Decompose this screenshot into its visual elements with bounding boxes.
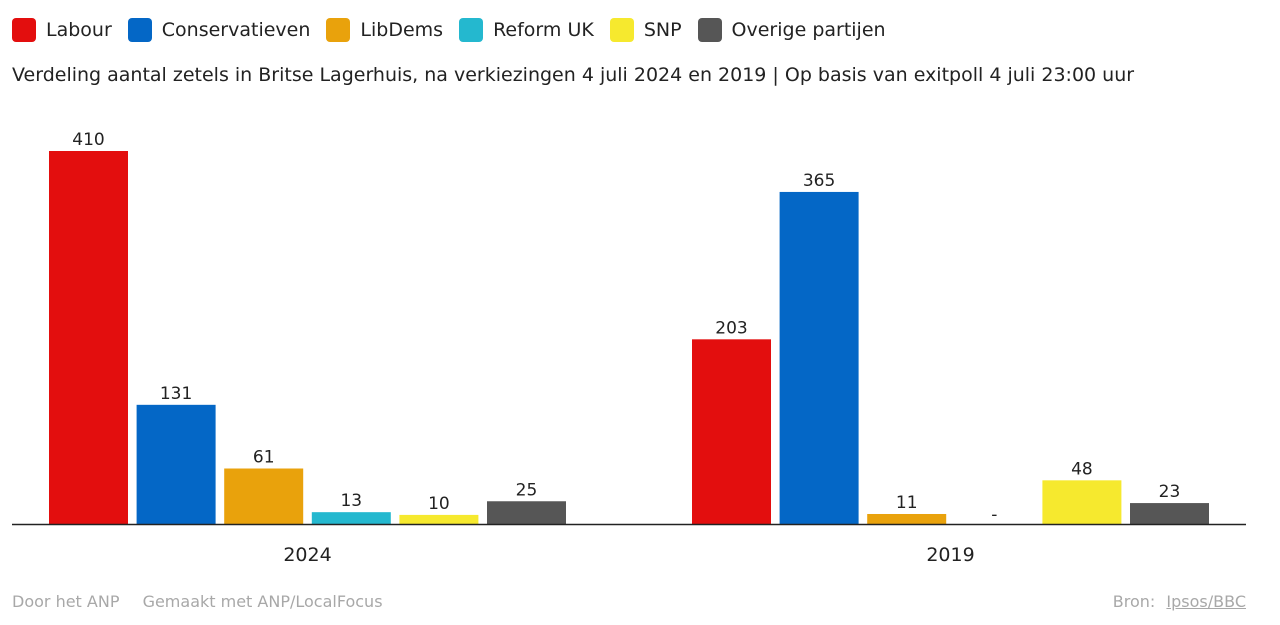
data-label-conservatieven-2024: 131: [160, 384, 192, 404]
footer-source-label: Bron:: [1112, 592, 1156, 611]
legend-label-snp: SNP: [643, 19, 682, 41]
data-label-reform-uk-2019: -: [991, 505, 997, 525]
footer-source: Bron: Ipsos/BBC: [1113, 592, 1246, 611]
legend-item-libdems: LibDems: [326, 18, 443, 42]
data-label-labour-2024: 410: [72, 130, 104, 150]
data-label-libdems-2024: 61: [253, 448, 275, 468]
footer-made-with[interactable]: Gemaakt met ANP/LocalFocus: [142, 592, 383, 611]
data-label-snp-2019: 48: [1071, 459, 1093, 479]
legend-swatch-labour: [12, 18, 36, 42]
bar-labour-2024: [49, 151, 128, 524]
data-label-overige-partijen-2024: 25: [516, 480, 538, 500]
legend-item-reform-uk: Reform UK: [459, 18, 594, 42]
x-tick-label-2024: 2024: [283, 544, 331, 566]
data-label-snp-2024: 10: [428, 494, 450, 514]
legend-label-overige-partijen: Overige partijen: [731, 19, 886, 41]
legend-label-conservatieven: Conservatieven: [161, 19, 311, 41]
chart-subtitle: Verdeling aantal zetels in Britse Lagerh…: [12, 64, 1135, 86]
bar-reform-uk-2024: [311, 512, 391, 524]
legend: Labour Conservatieven LibDems Reform UK …: [12, 18, 902, 42]
bar-snp-2019: [1042, 480, 1122, 524]
legend-item-snp: SNP: [609, 18, 682, 42]
data-label-labour-2019: 203: [715, 318, 747, 338]
legend-label-reform-uk: Reform UK: [493, 19, 594, 41]
footer-credits: Door het ANP Gemaakt met ANP/LocalFocus: [12, 592, 383, 611]
legend-label-labour: Labour: [46, 19, 112, 41]
bar-snp-2024: [399, 514, 479, 524]
bar-labour-2019: [692, 339, 771, 524]
legend-item-labour: Labour: [12, 18, 112, 42]
legend-swatch-reform-uk: [459, 18, 484, 42]
bar-conservatieven-2019: [779, 191, 859, 524]
bar-chart: 410 131 61 13 10 25 2024 203 365 11 - 48 23 2019: [12, 130, 1246, 566]
x-tick-label-2019: 2019: [926, 544, 974, 566]
legend-swatch-libdems: [326, 18, 351, 42]
bar-libdems-2019: [867, 513, 947, 524]
bar-overige-partijen-2019: [1130, 503, 1209, 524]
data-label-reform-uk-2024: 13: [340, 491, 362, 511]
legend-swatch-snp: [609, 18, 634, 42]
bar-overige-partijen-2024: [487, 501, 566, 524]
legend-item-conservatieven: Conservatieven: [127, 18, 311, 42]
data-label-conservatieven-2019: 365: [803, 171, 835, 191]
data-label-overige-partijen-2019: 23: [1159, 482, 1181, 502]
legend-swatch-conservatieven: [127, 18, 152, 42]
legend-swatch-overige-partijen: [697, 18, 722, 42]
data-label-libdems-2019: 11: [896, 493, 918, 513]
bar-conservatieven-2024: [136, 404, 216, 524]
legend-label-libdems: LibDems: [360, 19, 444, 41]
legend-item-overige-partijen: Overige partijen: [697, 18, 886, 42]
bar-libdems-2024: [224, 468, 304, 524]
footer-author: Door het ANP: [12, 592, 120, 611]
footer-source-link[interactable]: Ipsos/BBC: [1166, 592, 1246, 611]
